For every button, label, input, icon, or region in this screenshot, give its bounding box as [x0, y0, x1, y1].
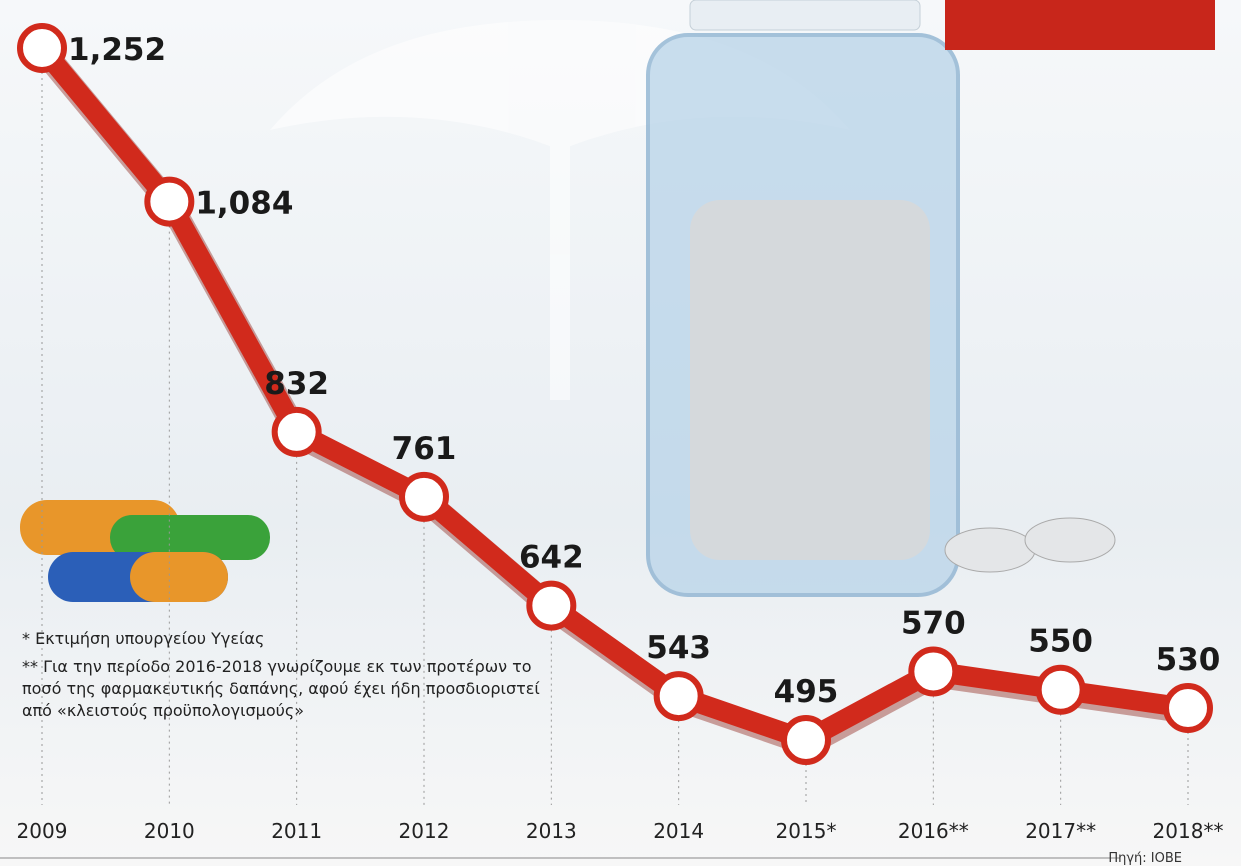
footnote: ** Για την περίοδο 2016-2018 γνωρίζουμε …	[22, 657, 540, 720]
value-label: 761	[392, 431, 457, 467]
value-label: 1,252	[68, 32, 166, 68]
pill-bottle	[646, 0, 1116, 597]
point	[399, 471, 449, 522]
badge	[945, 0, 1215, 50]
point	[908, 646, 959, 697]
point	[271, 406, 322, 457]
x-tick-label: 2016**	[898, 819, 969, 843]
point	[17, 23, 67, 73]
footnote: * Εκτιμήση υπουργείου Υγείας	[22, 629, 265, 648]
value-label: 1,084	[195, 186, 293, 222]
value-label: 642	[519, 540, 584, 576]
x-tick-label: 2012	[399, 819, 450, 843]
x-tick-label: 2015*	[776, 819, 837, 843]
point	[1035, 664, 1086, 715]
x-tick-label: 2014	[653, 819, 704, 843]
value-label: 550	[1028, 624, 1093, 660]
point	[144, 176, 195, 227]
point	[781, 715, 831, 765]
value-label: 495	[774, 674, 839, 710]
x-tick-label: 2013	[526, 819, 577, 843]
line	[34, 41, 1190, 750]
value-label: 530	[1156, 642, 1221, 678]
pills	[20, 500, 270, 602]
point	[653, 671, 704, 722]
x-tick-label: 2009	[17, 819, 68, 843]
source: Πηγή: ΙΟΒΕ	[1108, 851, 1182, 866]
x-tick-label: 2018**	[1153, 819, 1224, 843]
point	[526, 580, 577, 631]
x-tick-label: 2010	[144, 819, 195, 843]
x-tick-label: 2017**	[1025, 819, 1096, 843]
point	[1163, 683, 1213, 734]
value-label: 570	[901, 605, 966, 641]
x-tick-label: 2011	[271, 819, 322, 843]
value-label: 832	[264, 366, 329, 402]
value-label: 543	[646, 630, 711, 666]
